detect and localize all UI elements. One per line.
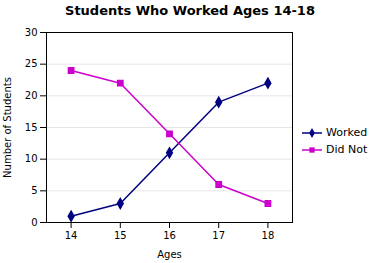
svg-text:14: 14 <box>65 230 78 241</box>
svg-text:16: 16 <box>163 230 176 241</box>
svg-text:20: 20 <box>25 90 38 101</box>
svg-text:Number of Students: Number of Students <box>2 77 13 178</box>
svg-text:15: 15 <box>25 122 38 133</box>
html-text:Students Who Worked Ages 14-18: Students Who Worked Ages 14-18 <box>65 3 315 18</box>
svg-text:10: 10 <box>25 153 38 164</box>
svg-text:18: 18 <box>262 230 275 241</box>
svg-text:25: 25 <box>25 58 38 69</box>
svg-text:0: 0 <box>31 217 37 228</box>
svg-text:15: 15 <box>114 230 127 241</box>
svg-text:Ages: Ages <box>157 249 182 260</box>
svg-text:30: 30 <box>25 27 38 38</box>
html-text:Worked: Worked <box>326 126 368 139</box>
svg-text:17: 17 <box>212 230 225 241</box>
html-text:Did Not: Did Not <box>326 143 368 156</box>
svg-text:5: 5 <box>31 185 37 196</box>
